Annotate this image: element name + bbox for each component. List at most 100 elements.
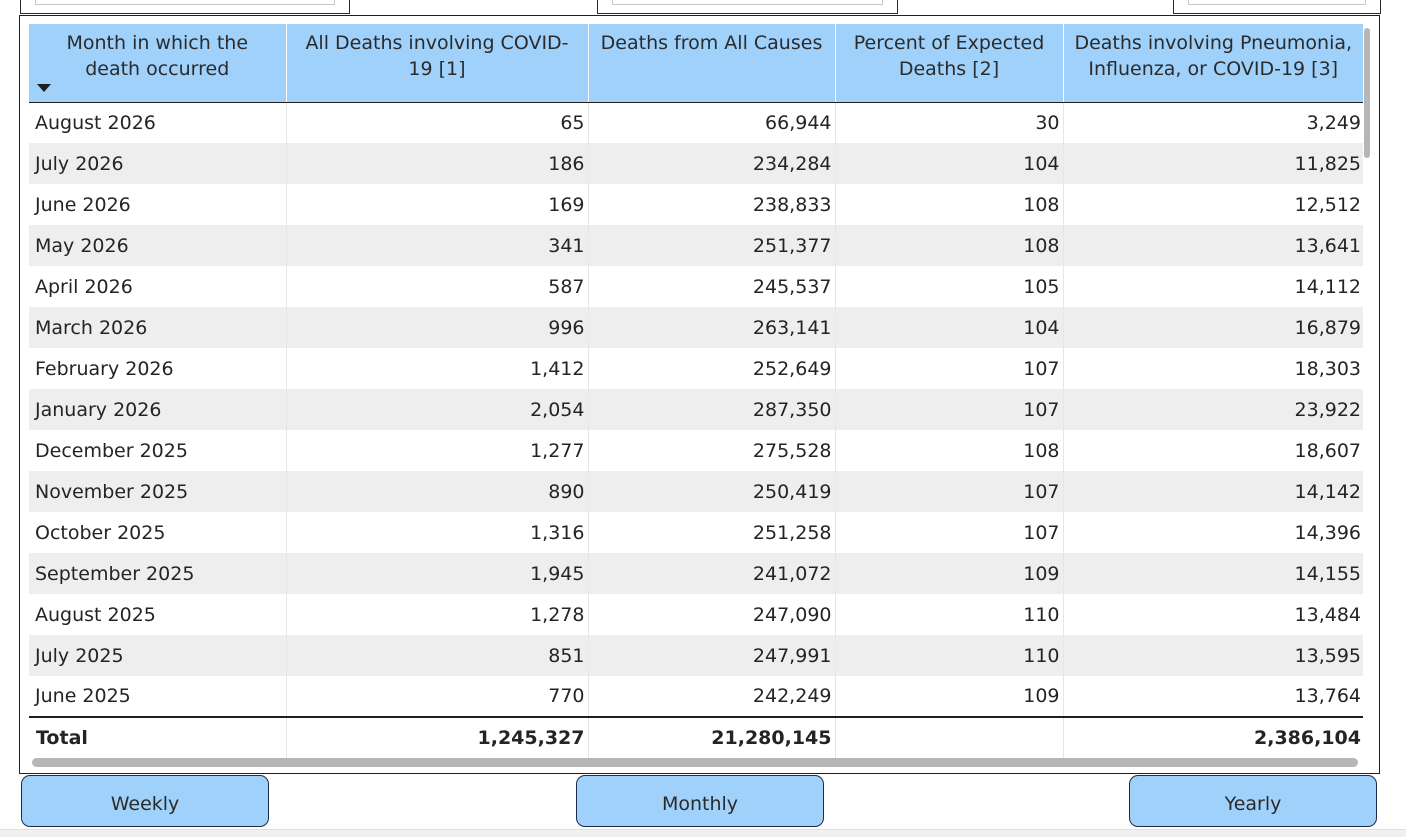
sort-descending-icon[interactable]	[37, 83, 51, 92]
cell-pneumonia-influenza-covid: 14,112	[1294, 275, 1361, 298]
filter-dropdown-3[interactable]	[1173, 0, 1381, 14]
cell-percent-expected: 108	[835, 430, 1064, 471]
cell-percent-expected: 107	[835, 512, 1064, 553]
cell-percent-expected: 104	[835, 307, 1064, 348]
cell-pneumonia-influenza-covid: 13,764	[1294, 685, 1361, 707]
horizontal-scrollbar[interactable]	[32, 758, 1358, 767]
table-row[interactable]: April 2026 587 245,537 105 14,112	[29, 266, 1363, 307]
cell-all-causes: 245,537	[588, 266, 836, 307]
cell-all-causes: 275,528	[588, 430, 836, 471]
table-row[interactable]: September 2025 1,945 241,072 109 14,155	[29, 553, 1363, 594]
cell-all-causes: 287,350	[588, 389, 836, 430]
vertical-scrollbar[interactable]	[1364, 28, 1370, 158]
cell-covid-deaths: 1,412	[286, 348, 589, 389]
cell-month: November 2025	[29, 471, 287, 512]
total-pneumonia-influenza-covid: 2,386,104	[1063, 716, 1363, 758]
cell-percent-expected: 105	[835, 266, 1064, 307]
total-label: Total	[29, 716, 287, 758]
cell-covid-deaths: 851	[286, 635, 589, 676]
column-header-month[interactable]: Month in which the death occurred	[29, 24, 287, 103]
cell-all-causes: 263,141	[588, 307, 836, 348]
cell-percent-expected: 108	[835, 184, 1064, 225]
table-row[interactable]: December 2025 1,277 275,528 108 18,607	[29, 430, 1363, 471]
cell-pneumonia-influenza-covid: 14,155	[1063, 553, 1363, 594]
column-header-percent-expected[interactable]: Percent of Expected Deaths [2]	[835, 24, 1064, 103]
cell-all-causes: 234,284	[588, 143, 836, 184]
cell-pneumonia-influenza-covid: 13,595	[1063, 635, 1363, 676]
cell-all-causes: 242,249	[588, 676, 836, 717]
table-row[interactable]: July 2025 851 247,991 110 13,595	[29, 635, 1363, 676]
table-row[interactable]: March 2026 996 263,141 104 16,879	[29, 307, 1363, 348]
filter-dropdown-2-field[interactable]	[612, 0, 883, 5]
cell-all-causes: 241,072	[588, 553, 836, 594]
monthly-button[interactable]: Monthly	[576, 775, 824, 827]
cell-percent-expected: 107	[835, 471, 1064, 512]
table-row[interactable]: February 2026 1,412 252,649 107 18,303	[29, 348, 1363, 389]
table-row[interactable]: July 2026 186 234,284 104 11,825	[29, 143, 1363, 184]
cell-covid-deaths: 1,278	[286, 594, 589, 635]
total-all-causes: 21,280,145	[588, 716, 836, 758]
table-row[interactable]: August 2025 1,278 247,090 110 13,484	[29, 594, 1363, 635]
filter-dropdown-2[interactable]	[597, 0, 898, 14]
deaths-table: Month in which the death occurred All De…	[29, 24, 1363, 758]
cell-month: August 2025	[29, 594, 287, 635]
cell-covid-deaths: 1,316	[286, 512, 589, 553]
cell-all-causes: 252,649	[588, 348, 836, 389]
cell-all-causes: 238,833	[588, 184, 836, 225]
cell-month: July 2026	[29, 143, 287, 184]
filter-dropdown-1-field[interactable]	[35, 0, 335, 5]
column-header-label: Month in which the death occurred	[66, 32, 249, 80]
column-header-covid-deaths[interactable]: All Deaths involving COVID-19 [1]	[286, 24, 589, 103]
cell-percent-expected: 108	[835, 225, 1064, 266]
cell-pneumonia-influenza-covid: 14,142	[1063, 471, 1363, 512]
cell-all-causes: 251,258	[588, 512, 836, 553]
page-bottom-strip	[0, 829, 1406, 837]
cell-month: January 2026	[29, 389, 287, 430]
cell-month: October 2025	[29, 512, 287, 553]
table-row[interactable]: January 2026 2,054 287,350 107 23,922	[29, 389, 1363, 430]
cell-month: May 2026	[29, 225, 287, 266]
cell-covid-deaths: 996	[286, 307, 589, 348]
cell-all-causes: 247,991	[588, 635, 836, 676]
cell-pneumonia-influenza-covid: 18,303	[1294, 357, 1361, 380]
cell-pneumonia-influenza-covid: 16,879	[1063, 307, 1363, 348]
cell-percent-expected: 110	[835, 594, 1064, 635]
total-covid-deaths: 1,245,327	[286, 716, 589, 758]
cell-month: August 2026	[29, 102, 287, 143]
yearly-button[interactable]: Yearly	[1129, 775, 1377, 827]
filter-dropdown-1[interactable]	[20, 0, 350, 14]
cell-pneumonia-influenza-covid: 18,607	[1294, 439, 1361, 462]
cell-pneumonia-influenza-covid: 13,641	[1063, 225, 1363, 266]
cell-percent-expected: 107	[835, 389, 1064, 430]
column-header-all-causes[interactable]: Deaths from All Causes	[588, 24, 836, 103]
cell-covid-deaths: 341	[286, 225, 589, 266]
cell-covid-deaths: 770	[286, 676, 589, 717]
column-header-pneumonia-influenza-covid[interactable]: Deaths involving Pneumonia, Influenza, o…	[1063, 24, 1363, 103]
table-row[interactable]: October 2025 1,316 251,258 107 14,396	[29, 512, 1363, 553]
cell-pneumonia-influenza-covid: 12,512	[1294, 193, 1361, 216]
total-percent-expected	[835, 716, 1064, 758]
column-header-label: Percent of Expected Deaths [2]	[853, 32, 1045, 80]
deaths-table-visual: Month in which the death occurred All De…	[19, 15, 1380, 774]
cell-pneumonia-influenza-covid: 13,484	[1294, 603, 1361, 626]
cell-pneumonia-influenza-covid: 3,249	[1306, 111, 1361, 134]
cell-covid-deaths: 1,945	[286, 553, 589, 594]
cell-percent-expected: 104	[835, 143, 1064, 184]
table-row[interactable]: November 2025 890 250,419 107 14,142	[29, 471, 1363, 512]
cell-month: December 2025	[29, 430, 287, 471]
column-header-label: Deaths from All Causes	[600, 32, 823, 54]
column-header-label: All Deaths involving COVID-19 [1]	[305, 32, 569, 80]
table-row[interactable]: August 2026 65 66,944 30 3,249	[29, 102, 1363, 143]
cell-pneumonia-influenza-covid: 23,922	[1063, 389, 1363, 430]
weekly-button[interactable]: Weekly	[21, 775, 269, 827]
cell-covid-deaths: 587	[286, 266, 589, 307]
cell-month: February 2026	[29, 348, 287, 389]
table-row[interactable]: June 2025 770 242,249 109 13,764	[29, 676, 1363, 717]
table-row[interactable]: June 2026 169 238,833 108 12,512	[29, 184, 1363, 225]
cell-month: June 2025	[29, 676, 287, 717]
table-row[interactable]: May 2026 341 251,377 108 13,641	[29, 225, 1363, 266]
cell-month: June 2026	[29, 184, 287, 225]
filter-dropdown-3-field[interactable]	[1188, 0, 1366, 5]
cell-covid-deaths: 890	[286, 471, 589, 512]
cell-pneumonia-influenza-covid: 14,396	[1294, 521, 1361, 544]
